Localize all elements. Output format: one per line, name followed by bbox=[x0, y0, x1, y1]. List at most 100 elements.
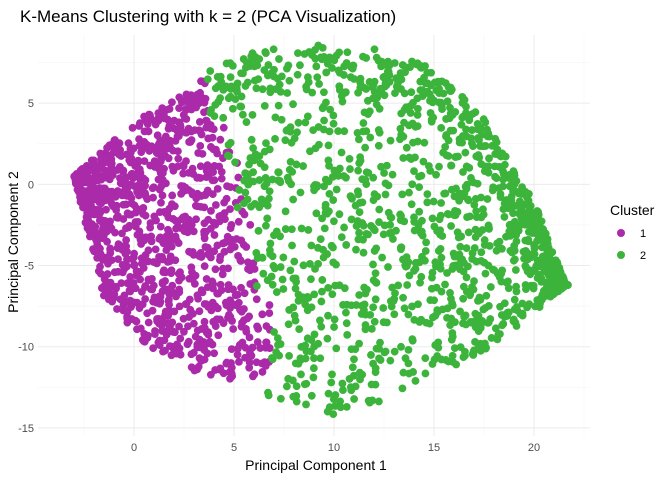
cluster-2-point bbox=[335, 164, 344, 173]
cluster-2-point bbox=[495, 162, 504, 171]
cluster-2-point bbox=[389, 235, 397, 243]
cluster-2-point bbox=[303, 334, 312, 343]
cluster-2-point bbox=[512, 287, 521, 296]
cluster-1-point bbox=[124, 223, 133, 232]
cluster-1-point bbox=[229, 285, 237, 294]
cluster-1-point bbox=[174, 154, 183, 163]
cluster-2-point bbox=[462, 287, 471, 296]
cluster-2-point bbox=[498, 244, 506, 253]
cluster-1-point bbox=[153, 114, 162, 123]
cluster-2-point bbox=[541, 257, 549, 266]
cluster-1-point bbox=[204, 134, 213, 143]
cluster-2-point bbox=[386, 136, 395, 145]
cluster-1-point bbox=[146, 223, 155, 232]
cluster-1-point bbox=[170, 307, 179, 316]
cluster-2-point bbox=[423, 198, 432, 207]
cluster-1-point bbox=[127, 280, 136, 289]
cluster-2-point bbox=[279, 253, 288, 262]
cluster-1-point bbox=[187, 188, 196, 197]
cluster-2-point bbox=[381, 190, 390, 199]
cluster-2-point bbox=[314, 339, 323, 348]
cluster-1-point bbox=[77, 168, 86, 177]
cluster-2-point bbox=[424, 162, 433, 170]
cluster-1-point bbox=[184, 215, 193, 224]
cluster-2-point bbox=[379, 304, 388, 312]
cluster-2-point bbox=[266, 239, 275, 248]
cluster-2-point bbox=[267, 272, 276, 281]
cluster-2-point bbox=[350, 395, 359, 403]
cluster-2-point bbox=[444, 152, 453, 160]
cluster-2-point bbox=[325, 189, 334, 198]
cluster-2-point bbox=[366, 311, 375, 319]
cluster-1-point bbox=[101, 221, 110, 230]
cluster-2-point bbox=[353, 128, 362, 137]
cluster-2-point bbox=[388, 170, 397, 179]
cluster-2-point bbox=[408, 302, 416, 311]
cluster-1-point bbox=[136, 275, 145, 284]
cluster-1-point bbox=[76, 197, 85, 206]
cluster-1-point bbox=[95, 216, 104, 225]
cluster-2-point bbox=[345, 154, 354, 163]
cluster-1-point bbox=[155, 336, 164, 345]
cluster-1-point bbox=[126, 272, 135, 281]
cluster-2-point bbox=[427, 115, 436, 124]
cluster-2-point bbox=[272, 288, 281, 296]
cluster-2-point bbox=[312, 62, 321, 71]
cluster-1-point bbox=[142, 333, 151, 342]
cluster-2-point bbox=[303, 112, 312, 121]
cluster-1-point bbox=[185, 138, 194, 146]
cluster-2-point bbox=[460, 189, 469, 197]
cluster-1-point bbox=[200, 346, 209, 354]
cluster-1-point bbox=[209, 168, 218, 176]
cluster-2-point bbox=[484, 301, 493, 310]
cluster-1-point bbox=[258, 359, 266, 368]
cluster-2-point bbox=[362, 229, 371, 238]
cluster-1-point bbox=[138, 287, 146, 296]
cluster-1-point bbox=[111, 228, 119, 237]
cluster-1-point bbox=[149, 297, 157, 306]
cluster-1-point bbox=[211, 201, 220, 209]
cluster-1-point bbox=[182, 157, 190, 166]
cluster-2-point bbox=[331, 281, 340, 290]
cluster-2-point bbox=[521, 281, 530, 289]
cluster-1-point bbox=[189, 227, 198, 236]
cluster-2-point bbox=[397, 109, 406, 118]
cluster-2-point bbox=[399, 154, 408, 162]
cluster-2-point bbox=[297, 224, 306, 233]
cluster-2-point bbox=[269, 45, 278, 54]
cluster-2-point bbox=[318, 104, 327, 113]
cluster-1-point bbox=[105, 141, 114, 150]
cluster-2-point bbox=[443, 269, 451, 277]
cluster-1-point bbox=[165, 122, 174, 130]
cluster-1-point bbox=[102, 255, 111, 264]
cluster-1-point bbox=[163, 319, 172, 328]
y-axis-title: Principal Component 2 bbox=[5, 171, 21, 313]
cluster-1-point bbox=[162, 106, 171, 114]
cluster-1-point bbox=[176, 268, 184, 276]
cluster-2-point bbox=[401, 262, 410, 271]
cluster-2-point bbox=[411, 377, 420, 385]
cluster-2-point bbox=[404, 359, 413, 368]
cluster-2-point bbox=[432, 170, 440, 179]
cluster-2-point bbox=[435, 162, 443, 171]
cluster-1-point bbox=[242, 327, 251, 336]
cluster-2-point bbox=[468, 255, 477, 263]
x-tick-label: 15 bbox=[428, 442, 440, 454]
cluster-1-point bbox=[179, 314, 188, 323]
cluster-1-point bbox=[153, 131, 162, 140]
cluster-2-point bbox=[317, 297, 326, 306]
cluster-2-point bbox=[255, 176, 264, 184]
cluster-1-point bbox=[265, 301, 274, 309]
cluster-2-point bbox=[462, 132, 471, 141]
cluster-2-point bbox=[369, 196, 378, 205]
x-tick-label: 0 bbox=[131, 442, 137, 454]
cluster-2-point bbox=[440, 189, 449, 198]
cluster-2-point bbox=[270, 231, 278, 240]
cluster-2-point bbox=[261, 49, 270, 58]
cluster-1-point bbox=[180, 327, 188, 336]
cluster-2-point bbox=[444, 210, 453, 219]
cluster-1-point bbox=[164, 325, 173, 334]
cluster-2-point bbox=[484, 223, 493, 232]
cluster-1-point bbox=[203, 243, 212, 252]
cluster-2-point bbox=[463, 213, 471, 221]
